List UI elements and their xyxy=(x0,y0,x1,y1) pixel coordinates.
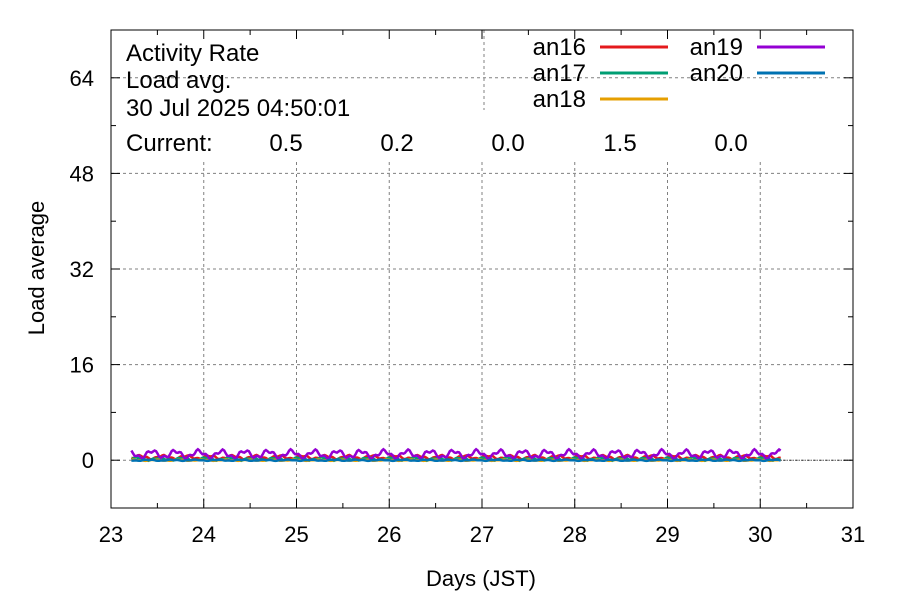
x-tick-label: 23 xyxy=(99,522,123,547)
chart-subtitle: Load avg. xyxy=(126,67,231,94)
x-tick-label: 27 xyxy=(470,522,494,547)
legend-label-an18: an18 xyxy=(533,86,586,113)
legend-label-an17: an17 xyxy=(533,60,586,87)
x-tick-label: 30 xyxy=(748,522,772,547)
chart-timestamp: 30 Jul 2025 04:50:01 xyxy=(126,95,350,122)
current-value-an18: 0.0 xyxy=(491,130,524,157)
series-line-an19 xyxy=(130,447,782,461)
legend-label-an20: an20 xyxy=(690,60,743,87)
x-tick-label: 24 xyxy=(192,522,216,547)
y-tick-label: 48 xyxy=(70,161,94,186)
x-tick-label: 25 xyxy=(284,522,308,547)
ticks-layer: 23 24 25 26 27 28 29 30 31 0 16 32 48 64 xyxy=(70,29,865,547)
y-tick-label: 64 xyxy=(70,66,94,91)
x-tick-label: 31 xyxy=(841,522,865,547)
current-label: Current: xyxy=(126,130,213,157)
x-tick-label: 26 xyxy=(377,522,401,547)
y-tick-label: 16 xyxy=(70,353,94,378)
current-values: 0.5 0.2 0.0 1.5 0.0 xyxy=(269,130,747,157)
y-axis-label: Load average xyxy=(24,201,49,336)
series-line-an20 xyxy=(131,458,782,463)
x-axis-label: Days (JST) xyxy=(426,566,536,591)
legend-label-an19: an19 xyxy=(690,34,743,61)
current-value-an17: 0.2 xyxy=(380,130,413,157)
current-value-an19: 1.5 xyxy=(603,130,636,157)
series-layer xyxy=(130,447,782,463)
x-tick-label: 29 xyxy=(655,522,679,547)
current-value-an20: 0.0 xyxy=(714,130,747,157)
current-value-an16: 0.5 xyxy=(269,130,302,157)
y-tick-label: 0 xyxy=(82,448,94,473)
y-tick-label: 32 xyxy=(70,257,94,282)
legend-label-an16: an16 xyxy=(533,34,586,61)
x-tick-label: 28 xyxy=(563,522,587,547)
chart-title: Activity Rate xyxy=(126,40,259,67)
